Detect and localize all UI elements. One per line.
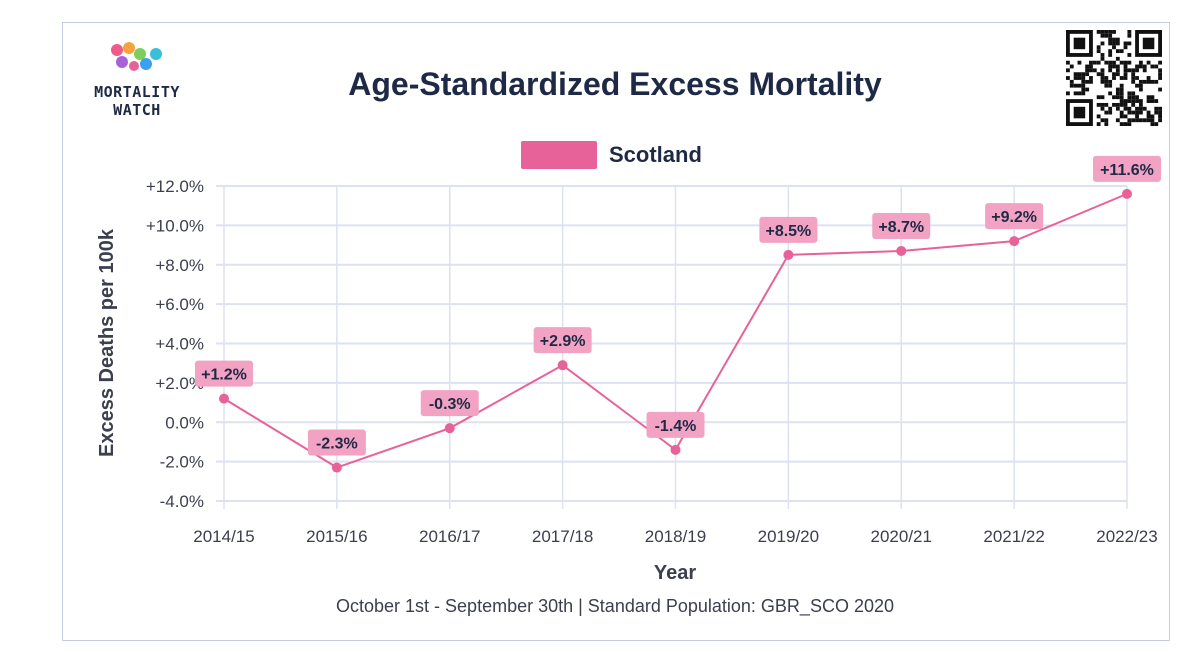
x-tick-label: 2019/20	[758, 527, 819, 546]
data-label: +8.7%	[872, 212, 931, 239]
legend[interactable]: Scotland	[521, 140, 702, 170]
data-label-bg	[872, 212, 931, 239]
logo-text: MORTALITY WATCH	[80, 83, 194, 119]
data-label-bg	[646, 411, 705, 438]
y-axis-label: Excess Deaths per 100k	[96, 228, 118, 457]
data-label-text: +8.7%	[878, 219, 924, 236]
x-tick-label: 2018/19	[645, 527, 706, 546]
data-point[interactable]	[670, 444, 681, 455]
y-tick-label: -2.0%	[160, 453, 204, 472]
legend-swatch	[521, 141, 597, 169]
data-label: -2.3%	[307, 429, 366, 456]
x-tick-label: 2014/15	[193, 527, 254, 546]
y-tick-label: +6.0%	[155, 295, 204, 314]
data-point[interactable]	[783, 249, 794, 260]
data-label-bg	[759, 216, 818, 243]
x-tick-label: 2022/23	[1096, 527, 1157, 546]
y-tick-label: +12.0%	[146, 177, 204, 196]
data-label: +9.2%	[985, 203, 1044, 230]
data-label-text: -0.3%	[429, 396, 471, 413]
data-label: +8.5%	[759, 216, 818, 243]
data-label-bg	[307, 429, 366, 456]
data-label: +1.2%	[195, 360, 253, 387]
footer-caption: October 1st - September 30th | Standard …	[336, 596, 894, 616]
y-tick-label: +2.0%	[155, 374, 204, 393]
logo-line1: MORTALITY	[94, 83, 180, 101]
data-label: +2.9%	[533, 327, 592, 354]
data-label-text: +11.6%	[1100, 162, 1154, 179]
y-tick-label: +8.0%	[155, 256, 204, 275]
data-label-text: -2.3%	[316, 436, 358, 453]
data-label-text: -1.4%	[655, 418, 697, 435]
data-point[interactable]	[1122, 188, 1132, 199]
data-point[interactable]	[557, 360, 568, 371]
x-axis-label: Year	[654, 562, 696, 584]
data-label-text: +9.2%	[991, 209, 1037, 226]
data-point[interactable]	[1009, 236, 1020, 247]
x-tick-label: 2015/16	[306, 527, 367, 546]
data-label-bg	[1093, 155, 1161, 182]
data-point[interactable]	[444, 423, 455, 434]
data-label-bg	[533, 327, 592, 354]
chart-title: Age-Standardized Excess Mortality	[348, 66, 882, 102]
data-label: +11.6%	[1093, 155, 1161, 182]
y-tick-label: -4.0%	[160, 492, 204, 511]
data-point[interactable]	[331, 462, 342, 473]
data-label-bg	[420, 390, 479, 417]
data-label-bg	[195, 360, 253, 387]
legend-label: Scotland	[609, 142, 702, 167]
y-tick-label: +10.0%	[146, 216, 204, 235]
data-label-text: +1.2%	[201, 367, 247, 384]
data-label: -1.4%	[646, 411, 705, 438]
y-tick-label: +4.0%	[155, 335, 204, 354]
data-label-bg	[985, 203, 1044, 230]
x-tick-label: 2021/22	[983, 527, 1044, 546]
chart-card	[62, 22, 1170, 641]
data-point[interactable]	[896, 245, 907, 256]
data-label-text: +2.9%	[540, 333, 586, 350]
logo-line2: WATCH	[113, 101, 161, 119]
data-label: -0.3%	[420, 390, 479, 417]
mortality-watch-logo-icon	[111, 42, 162, 71]
data-point[interactable]	[219, 393, 229, 404]
x-tick-label: 2020/21	[871, 527, 932, 546]
x-tick-label: 2017/18	[532, 527, 593, 546]
y-tick-label: 0.0%	[165, 413, 204, 432]
data-label-text: +8.5%	[765, 223, 811, 240]
x-tick-label: 2016/17	[419, 527, 480, 546]
qr-code-icon	[1066, 30, 1162, 126]
